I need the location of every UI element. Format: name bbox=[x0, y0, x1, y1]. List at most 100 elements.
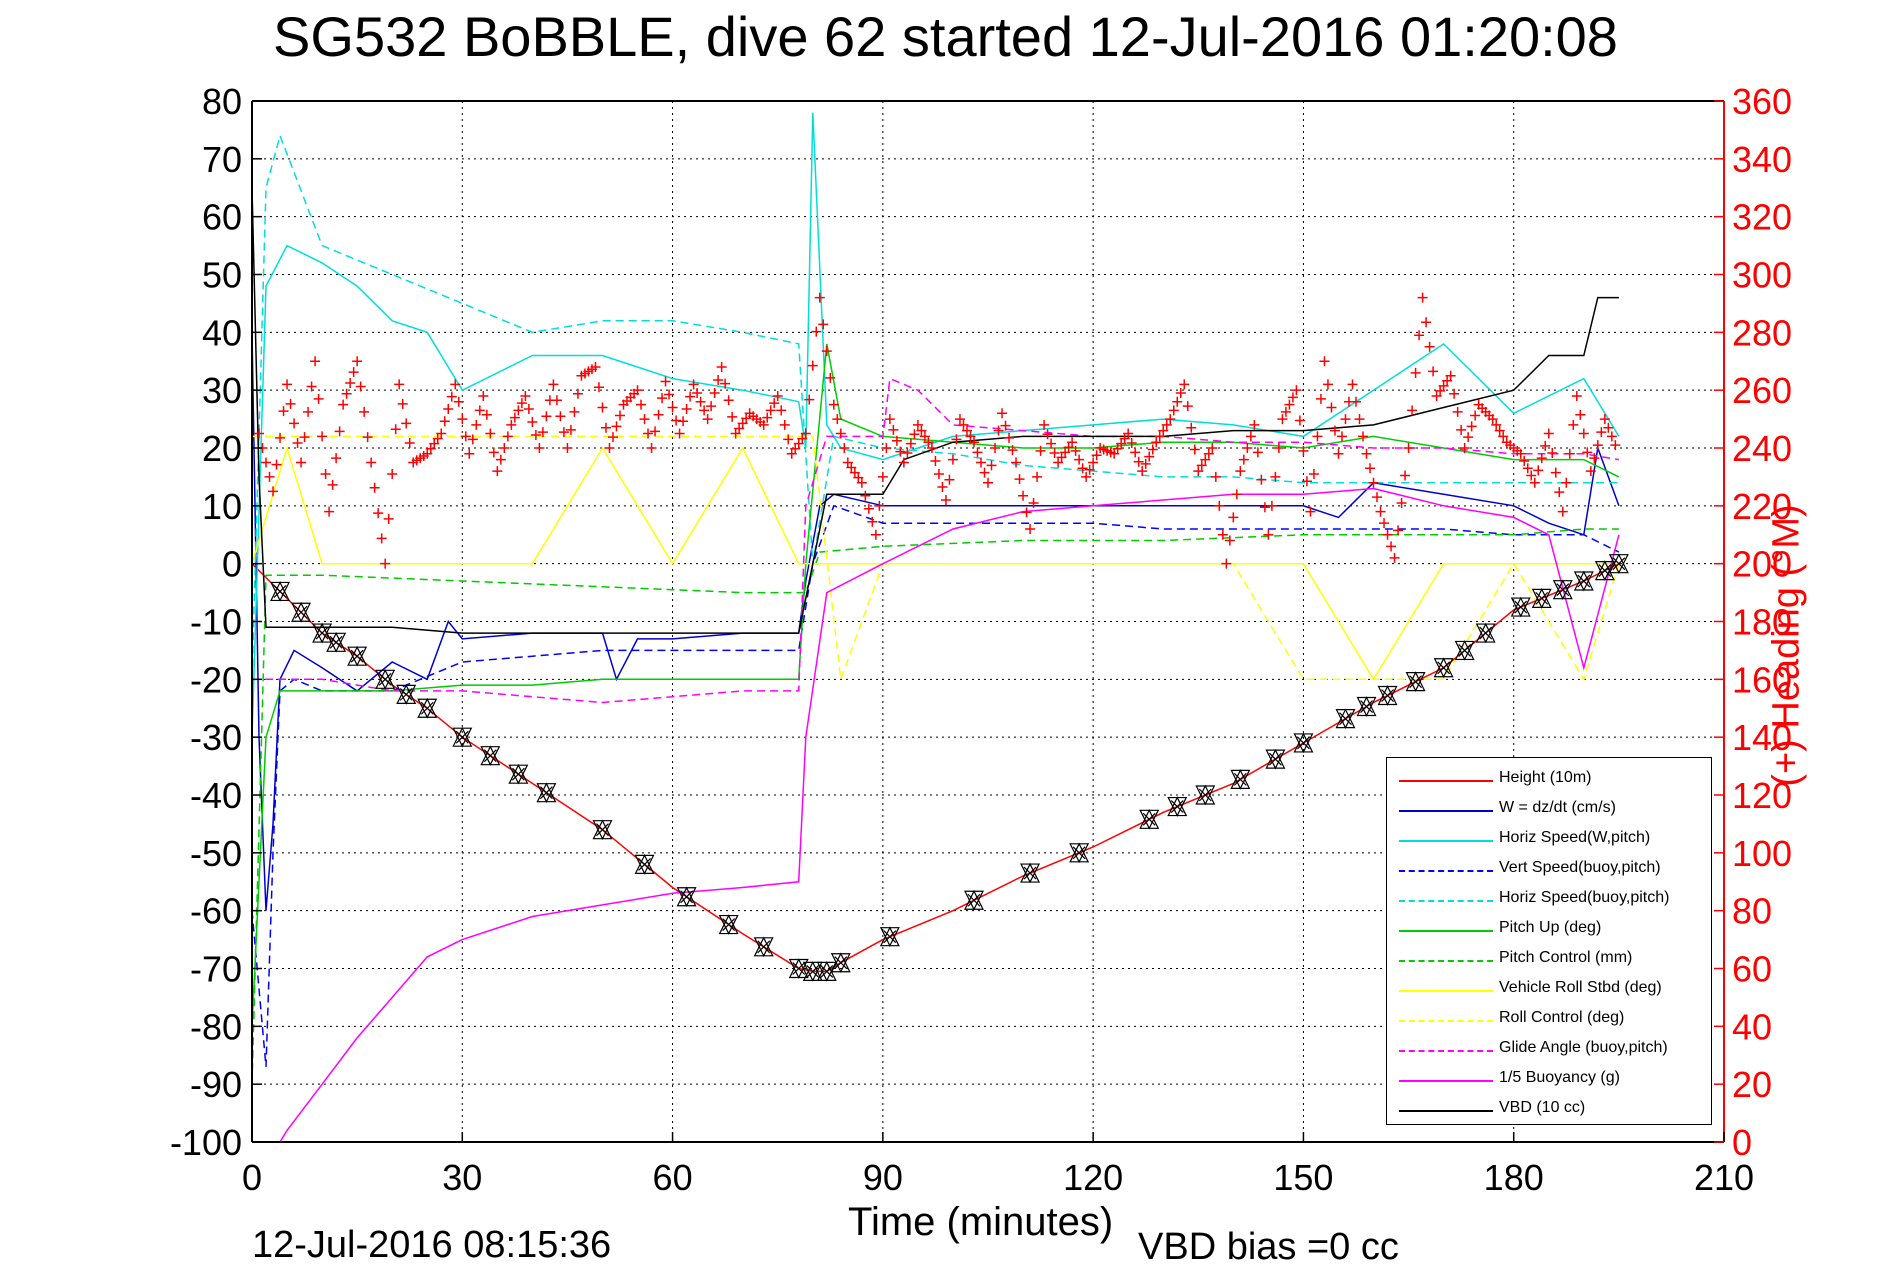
heading-plus-marker bbox=[387, 469, 398, 480]
heading-plus-marker bbox=[692, 388, 703, 399]
heading-plus-marker bbox=[436, 428, 447, 439]
legend-swatch bbox=[1399, 930, 1493, 932]
y2-tick-label: 200 bbox=[1732, 544, 1792, 585]
heading-plus-marker bbox=[1536, 453, 1547, 464]
triangle-down-marker bbox=[375, 669, 396, 690]
legend-entry: Glide Angle (buoy,pitch) bbox=[1387, 1036, 1711, 1066]
heading-plus-marker bbox=[1491, 419, 1502, 430]
heading-plus-marker bbox=[1172, 396, 1183, 407]
legend-swatch bbox=[1399, 990, 1493, 992]
heading-plus-marker bbox=[1140, 458, 1151, 469]
heading-plus-marker bbox=[478, 390, 489, 401]
y-tick-label: -20 bbox=[190, 659, 242, 700]
heading-plus-marker bbox=[1575, 409, 1586, 420]
heading-plus-marker bbox=[1308, 469, 1319, 480]
y2-tick-label: 40 bbox=[1732, 1006, 1772, 1047]
heading-plus-marker bbox=[390, 424, 401, 435]
triangle-down-marker bbox=[592, 820, 613, 841]
heading-plus-marker bbox=[348, 367, 359, 378]
heading-plus-marker bbox=[1396, 497, 1407, 508]
heading-plus-marker bbox=[1193, 466, 1204, 477]
heading-plus-marker bbox=[674, 428, 685, 439]
heading-plus-marker bbox=[1351, 396, 1361, 407]
legend-label: Roll Control (deg) bbox=[1499, 1009, 1625, 1026]
heading-plus-marker bbox=[467, 434, 478, 445]
heading-plus-marker bbox=[1221, 558, 1232, 569]
x-marker bbox=[638, 857, 651, 871]
heading-plus-marker bbox=[807, 360, 818, 371]
heading-plus-marker bbox=[1603, 422, 1614, 433]
series-line bbox=[252, 435, 1620, 682]
heading-plus-marker bbox=[523, 403, 534, 414]
heading-plus-marker bbox=[1417, 292, 1428, 303]
heading-plus-marker bbox=[1112, 443, 1123, 454]
heading-plus-marker bbox=[933, 469, 944, 480]
y2-tick-label: 0 bbox=[1732, 1122, 1752, 1163]
heading-plus-marker bbox=[1256, 474, 1267, 485]
y2-tick-label: 100 bbox=[1732, 833, 1792, 874]
heading-plus-marker bbox=[923, 437, 934, 448]
heading-plus-marker bbox=[972, 447, 983, 458]
plot-timestamp: 12-Jul-2016 08:15:36 bbox=[252, 1224, 612, 1266]
heading-plus-marker bbox=[453, 396, 464, 407]
heading-plus-marker bbox=[541, 411, 552, 422]
x-marker bbox=[967, 893, 981, 907]
heading-plus-marker bbox=[1154, 431, 1165, 442]
legend-swatch bbox=[1399, 1110, 1493, 1112]
heading-plus-marker bbox=[832, 414, 843, 425]
x-marker bbox=[1142, 812, 1156, 826]
heading-plus-marker bbox=[632, 385, 643, 396]
heading-plus-marker bbox=[716, 362, 727, 373]
heading-plus-marker bbox=[1032, 471, 1043, 482]
heading-plus-marker bbox=[1540, 440, 1551, 451]
heading-plus-marker bbox=[1389, 552, 1400, 563]
heading-plus-marker bbox=[1424, 341, 1435, 352]
triangle-down-marker bbox=[634, 854, 655, 875]
heading-plus-marker bbox=[790, 443, 801, 454]
heading-plus-marker bbox=[611, 421, 622, 432]
heading-plus-marker bbox=[1456, 424, 1467, 435]
heading-plus-marker bbox=[639, 414, 650, 425]
heading-plus-marker bbox=[1287, 392, 1298, 403]
heading-plus-marker bbox=[1147, 444, 1158, 455]
heading-plus-marker bbox=[1442, 375, 1453, 386]
heading-plus-marker bbox=[296, 457, 307, 468]
heading-plus-marker bbox=[383, 513, 394, 524]
height-markers bbox=[270, 553, 1629, 982]
legend-entry: W = dz/dt (cm/s) bbox=[1387, 796, 1711, 826]
heading-plus-marker bbox=[1000, 420, 1011, 431]
series-line bbox=[252, 187, 1619, 634]
heading-plus-marker bbox=[1372, 492, 1383, 503]
x-marker bbox=[596, 823, 609, 837]
x-marker bbox=[1170, 800, 1184, 813]
triangle-down-marker bbox=[1069, 843, 1090, 864]
heading-plus-marker bbox=[846, 462, 857, 473]
triangle-down-marker bbox=[1433, 658, 1454, 679]
heading-plus-marker bbox=[1011, 457, 1022, 468]
heading-plus-marker bbox=[376, 533, 387, 544]
heading-plus-marker bbox=[979, 467, 990, 478]
heading-plus-marker bbox=[706, 401, 717, 412]
x-marker bbox=[511, 767, 525, 781]
heading-plus-marker bbox=[1109, 448, 1120, 459]
heading-plus-marker bbox=[1165, 414, 1176, 425]
triangle-down-marker bbox=[270, 581, 291, 602]
heading-plus-marker bbox=[1161, 419, 1172, 430]
heading-plus-marker bbox=[944, 474, 955, 485]
heading-plus-marker bbox=[474, 405, 485, 416]
heading-plus-marker bbox=[965, 431, 976, 442]
heading-plus-marker bbox=[310, 356, 321, 367]
heading-plus-marker bbox=[1245, 431, 1256, 442]
legend-swatch bbox=[1399, 780, 1493, 782]
heading-plus-marker bbox=[800, 428, 811, 439]
x-marker bbox=[1023, 866, 1037, 880]
y-tick-label: 0 bbox=[222, 544, 242, 585]
heading-plus-marker bbox=[1196, 460, 1207, 471]
heading-plus-marker bbox=[1526, 470, 1537, 481]
x-marker bbox=[1437, 661, 1451, 675]
triangle-down-marker bbox=[1510, 597, 1531, 618]
heading-plus-marker bbox=[1375, 506, 1386, 517]
heading-plus-marker bbox=[1340, 414, 1351, 425]
heading-plus-marker bbox=[439, 416, 450, 427]
